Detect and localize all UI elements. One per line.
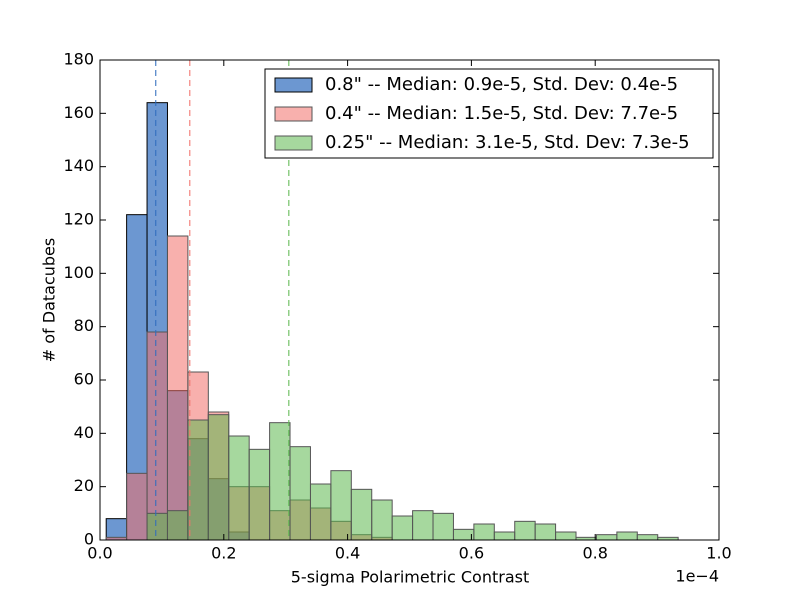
bar (269, 422, 291, 541)
bar (126, 472, 148, 541)
bar (187, 419, 209, 541)
y-tick-label: 80 (74, 316, 94, 335)
y-tick-label: 40 (74, 423, 94, 442)
y-tick-label: 180 (63, 50, 94, 69)
plot-frame (99, 59, 720, 541)
bar (228, 435, 250, 541)
legend-swatch (274, 135, 313, 151)
bar (371, 499, 393, 541)
x-tick-label: 0.4 (335, 544, 360, 563)
bar (391, 515, 414, 541)
x-tick-label: 0.8 (582, 544, 607, 563)
y-tick-label: 0 (84, 530, 94, 549)
bar (289, 446, 311, 541)
bar (473, 523, 495, 541)
y-tick-label: 60 (74, 370, 94, 389)
bar (432, 512, 454, 541)
legend: 0.8" -- Median: 0.9e-5, Std. Dev: 0.4e-5… (264, 68, 714, 159)
legend-label: 0.4" -- Median: 1.5e-5, Std. Dev: 7.7e-5 (325, 103, 678, 124)
bar (207, 414, 230, 541)
bar (595, 534, 618, 541)
bar (616, 531, 638, 541)
y-tick-label: 140 (63, 156, 94, 175)
y-tick-label: 20 (74, 476, 94, 495)
legend-swatch (274, 77, 313, 93)
bar (105, 518, 128, 541)
bar (146, 512, 168, 541)
x-tick-label: 0.0 (87, 544, 112, 563)
bar (452, 528, 475, 541)
bar (493, 531, 516, 541)
bar (350, 488, 373, 541)
y-tick-label: 160 (63, 103, 94, 122)
x-tick-label: 0.6 (459, 544, 484, 563)
bar (166, 235, 189, 541)
x-tick-label: 1.0 (706, 544, 731, 563)
bar (146, 331, 168, 541)
legend-swatch (274, 106, 313, 122)
y-tick-label: 100 (63, 263, 94, 282)
x-tick-label: 0.2 (211, 544, 236, 563)
legend-label: 0.25" -- Median: 3.1e-5, Std. Dev: 7.3e-… (325, 132, 690, 153)
bar (166, 510, 189, 541)
bar (248, 448, 271, 541)
y-axis-label: # of Datacubes (40, 238, 59, 362)
bar (309, 483, 332, 541)
bar (636, 534, 659, 541)
bar (534, 523, 557, 541)
legend-label: 0.8" -- Median: 0.9e-5, Std. Dev: 0.4e-5 (325, 74, 678, 95)
legend-box (264, 68, 714, 159)
bar (555, 531, 577, 541)
bar (514, 520, 536, 541)
x-offset-label: 1e−4 (675, 567, 719, 586)
bar (330, 470, 352, 541)
x-axis-label: 5-sigma Polarimetric Contrast (291, 568, 529, 587)
y-tick-label: 120 (63, 210, 94, 229)
bar (412, 510, 434, 541)
